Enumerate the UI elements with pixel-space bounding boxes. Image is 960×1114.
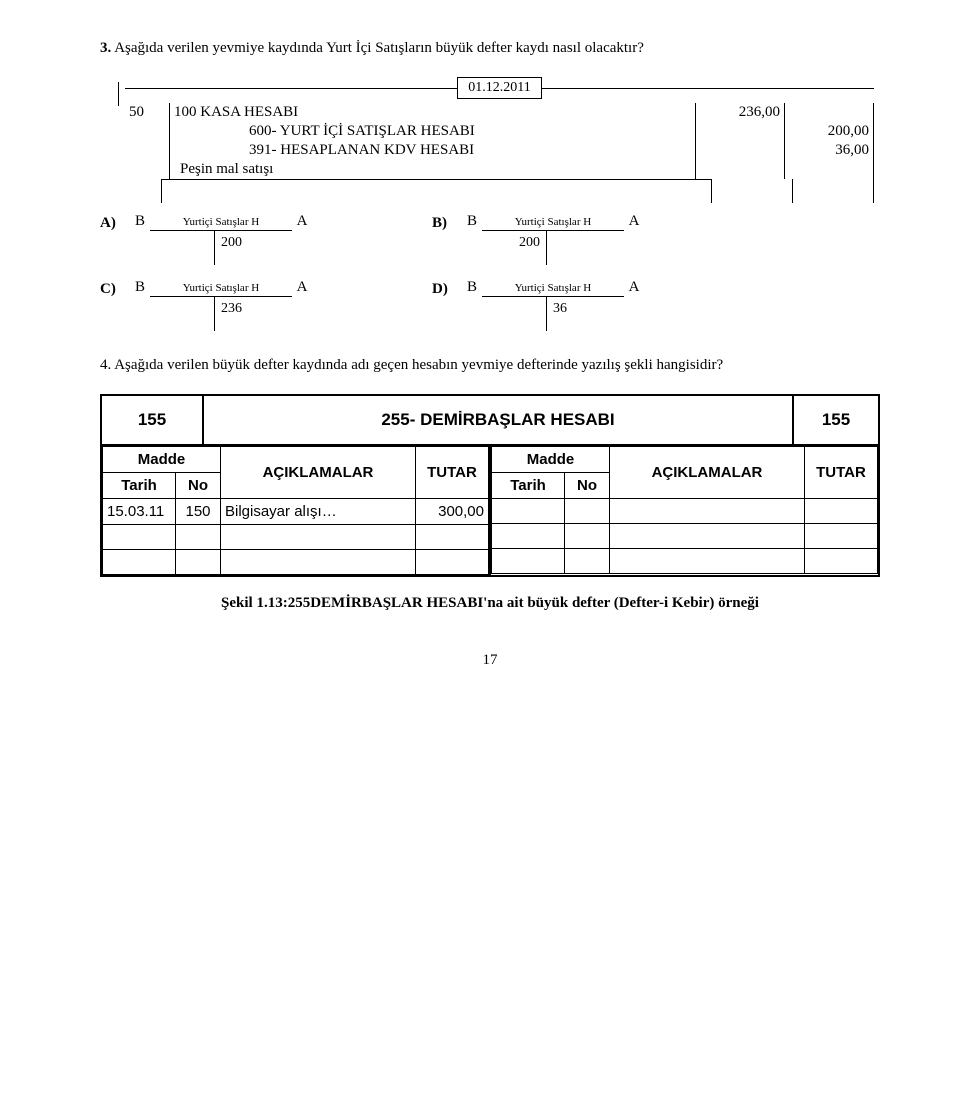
journal-row-amt1 (696, 141, 785, 160)
journal-date: 01.12.2011 (457, 77, 541, 99)
ledger-row-blank (492, 499, 878, 524)
ledger-head-madde: Madde (492, 447, 610, 473)
taccount-side-a: A (624, 213, 644, 230)
ledger-head-no: No (176, 473, 221, 499)
journal-row-amt2: 200,00 (785, 122, 874, 141)
page-number: 17 (100, 652, 880, 669)
journal-row: 50 100 KASA HESABI 236,00 (125, 103, 874, 122)
ledger-cell-tutar: 300,00 (416, 499, 489, 525)
journal-row-amt2: 36,00 (785, 141, 874, 160)
option-label-a: A) (100, 213, 124, 232)
ledger-debit-table: Madde AÇIKLAMALAR TUTAR Tarih No 15.03.1… (102, 446, 489, 575)
ledger-row: 15.03.11 150 Bilgisayar alışı… 300,00 (103, 499, 489, 525)
taccount-name: Yurtiçi Satışlar H (482, 216, 624, 231)
journal-row: 600- YURT İÇİ SATIŞLAR HESABI 200,00 (125, 122, 874, 141)
ledger-title-row: 155 255- DEMİRBAŞLAR HESABI 155 (102, 396, 878, 446)
taccount-side-b: B (462, 279, 482, 296)
q4-text: Aşağıda verilen büyük defter kaydında ad… (114, 357, 723, 373)
taccount-credit: 200 (215, 231, 300, 265)
taccount-side-b: B (130, 279, 150, 296)
taccount-side-b: B (130, 213, 150, 230)
ledger-head-tarih: Tarih (492, 473, 565, 499)
ledger-debit-side: Madde AÇIKLAMALAR TUTAR Tarih No 15.03.1… (102, 446, 491, 575)
journal-row-num (125, 122, 170, 141)
ledger-row-blank (492, 549, 878, 574)
journal-entry: 01.12.2011 50 100 KASA HESABI 236,00 600… (100, 77, 880, 203)
journal-row: 391- HESAPLANAN KDV HESABI 36,00 (125, 141, 874, 160)
journal-table: 50 100 KASA HESABI 236,00 600- YURT İÇİ … (125, 103, 874, 179)
taccount-option-a: A) B Yurtiçi Satışlar H A 200 (100, 213, 312, 265)
taccount-name: Yurtiçi Satışlar H (482, 282, 624, 297)
ledger-credit-side: Madde AÇIKLAMALAR TUTAR Tarih No (491, 446, 878, 575)
journal-row-amt1 (696, 160, 785, 179)
taccount-debit (130, 231, 215, 265)
ledger-page: 155 (794, 396, 878, 444)
taccount-side-a: A (292, 279, 312, 296)
journal-row-desc: Peşin mal satışı (170, 160, 696, 179)
ledger-row-blank (103, 550, 489, 575)
question-4: 4. Aşağıda verilen büyük defter kaydında… (100, 357, 880, 374)
journal-row-num (125, 141, 170, 160)
q3-text: Aşağıda verilen yevmiye kaydında Yurt İç… (114, 40, 644, 56)
taccount-credit: 236 (215, 297, 300, 331)
taccount-side-a: A (624, 279, 644, 296)
journal-hline-right (542, 88, 874, 89)
question-3: 3. Aşağıda verilen yevmiye kaydında Yurt… (100, 40, 880, 57)
ledger-head-madde: Madde (103, 447, 221, 473)
taccount-option-b: B) B Yurtiçi Satışlar H A 200 (432, 213, 644, 265)
taccount-debit: 200 (462, 231, 547, 265)
ledger-row-blank (492, 524, 878, 549)
journal-bottom-rule (125, 179, 874, 203)
ledger-code: 155 (102, 396, 204, 444)
ledger-row-blank (103, 525, 489, 550)
journal-row-desc: 100 KASA HESABI (170, 103, 696, 122)
journal-row-amt2 (785, 160, 874, 179)
journal-hline-left (125, 88, 457, 89)
ledger-head-aciklamalar: AÇIKLAMALAR (221, 447, 416, 499)
ledger-credit-table: Madde AÇIKLAMALAR TUTAR Tarih No (491, 446, 878, 574)
taccount-debit (130, 297, 215, 331)
ledger-name: 255- DEMİRBAŞLAR HESABI (204, 396, 794, 444)
taccount-side-a: A (292, 213, 312, 230)
ledger-head-tutar: TUTAR (805, 447, 878, 499)
ledger-cell-ack: Bilgisayar alışı… (221, 499, 416, 525)
journal-row-num: 50 (125, 103, 170, 122)
taccount-options: A) B Yurtiçi Satışlar H A 200 B) B Yurti… (100, 213, 880, 331)
journal-row: Peşin mal satışı (125, 160, 874, 179)
option-label-d: D) (432, 279, 456, 298)
journal-row-amt1 (696, 122, 785, 141)
figure-caption: Şekil 1.13:255DEMİRBAŞLAR HESABI'na ait … (100, 595, 880, 612)
taccount-name: Yurtiçi Satışlar H (150, 216, 292, 231)
taccount-credit: 36 (547, 297, 632, 331)
journal-row-num (125, 160, 170, 179)
taccount-option-c: C) B Yurtiçi Satışlar H A 236 (100, 279, 312, 331)
journal-row-desc: 600- YURT İÇİ SATIŞLAR HESABI (170, 122, 696, 141)
ledger-head-tutar: TUTAR (416, 447, 489, 499)
ledger-head-tarih: Tarih (103, 473, 176, 499)
ledger-head-no: No (565, 473, 610, 499)
option-label-c: C) (100, 279, 124, 298)
ledger-head-aciklamalar: AÇIKLAMALAR (610, 447, 805, 499)
taccount-debit (462, 297, 547, 331)
taccount-credit (547, 231, 632, 265)
journal-left-tick (100, 82, 119, 106)
taccount-option-d: D) B Yurtiçi Satışlar H A 36 (432, 279, 644, 331)
ledger-cell-no: 150 (176, 499, 221, 525)
journal-row-amt1: 236,00 (696, 103, 785, 122)
q4-number: 4. (100, 357, 111, 373)
journal-row-amt2 (785, 103, 874, 122)
taccount-name: Yurtiçi Satışlar H (150, 282, 292, 297)
taccount-side-b: B (462, 213, 482, 230)
ledger: 155 255- DEMİRBAŞLAR HESABI 155 Madde AÇ… (100, 394, 880, 577)
journal-row-desc: 391- HESAPLANAN KDV HESABI (170, 141, 696, 160)
q3-number: 3. (100, 40, 111, 56)
ledger-cell-tarih: 15.03.11 (103, 499, 176, 525)
option-label-b: B) (432, 213, 456, 232)
